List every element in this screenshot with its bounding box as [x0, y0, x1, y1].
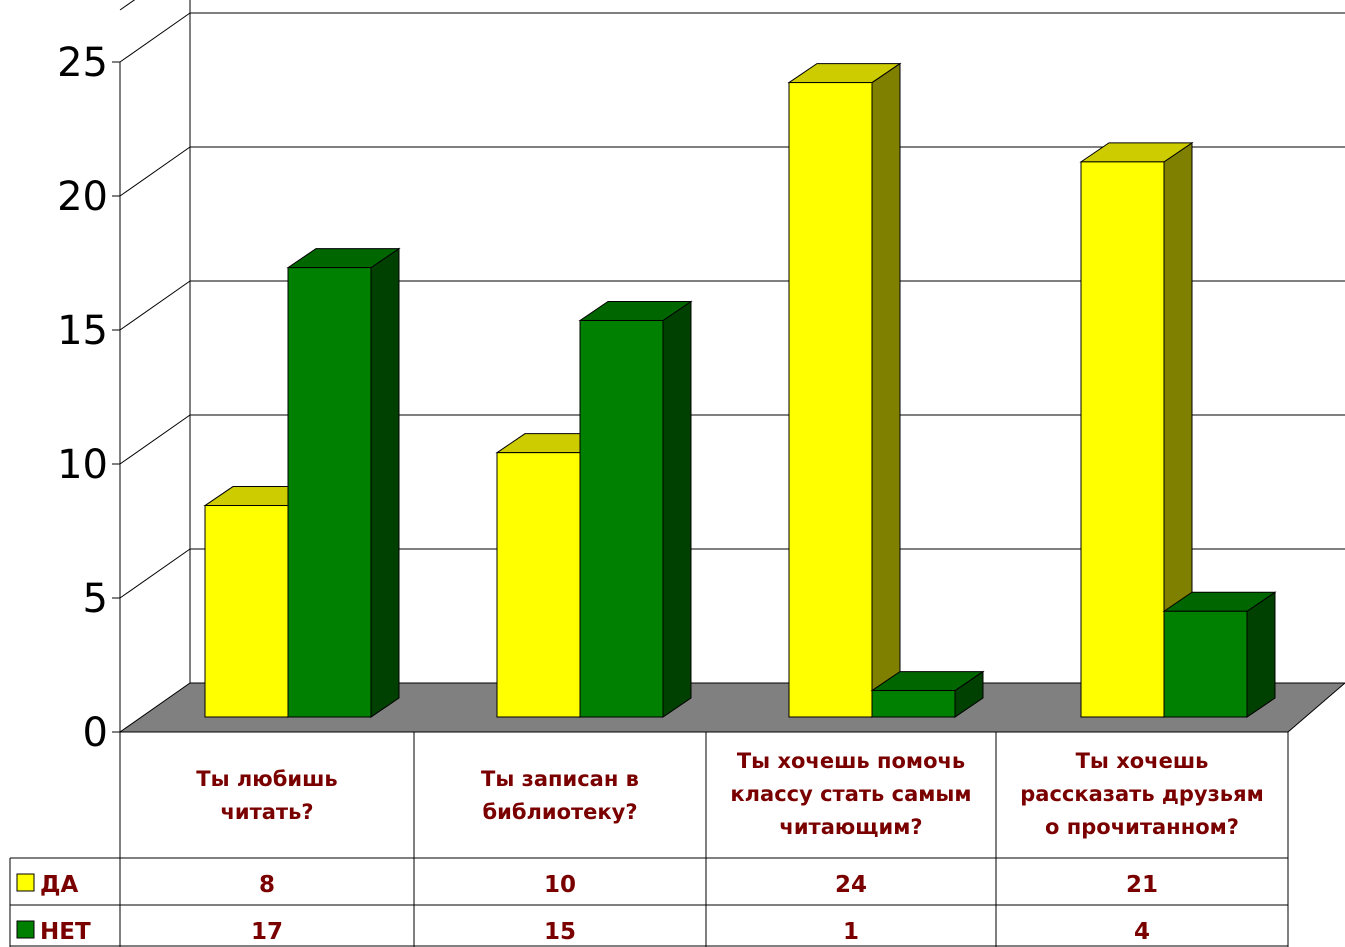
category-label: о прочитанном?	[1045, 815, 1239, 839]
bar-yes	[1079, 141, 1194, 718]
bar-front	[287, 267, 372, 718]
bar-front	[496, 452, 581, 718]
category-label: Ты записан в	[481, 767, 639, 791]
bar-side	[662, 300, 692, 718]
y-tick-label: 25	[57, 40, 108, 86]
legend-key-no	[16, 920, 35, 939]
bar-no	[578, 300, 693, 718]
bar-yes	[787, 62, 902, 718]
legend-label-no: НЕТ	[40, 919, 91, 945]
data-label: 10	[544, 872, 576, 898]
bar-front	[871, 690, 956, 718]
legend-label-yes: ДА	[40, 872, 78, 898]
bar-side	[1246, 591, 1276, 718]
y-tick-label: 20	[57, 174, 108, 220]
category-label: читающим?	[779, 815, 922, 839]
gridline-diagonal	[119, 0, 136, 11]
gridline-diagonal	[119, 414, 191, 465]
bar-front	[788, 82, 873, 718]
bar-front	[204, 505, 289, 718]
data-label: 15	[544, 919, 576, 945]
category-label: библиотеку?	[482, 800, 637, 824]
gridline-diagonal	[119, 12, 191, 63]
legend-key-yes	[16, 873, 35, 892]
bar-front	[579, 319, 664, 718]
category-label: Ты хочешь	[1076, 749, 1209, 773]
y-tick-label: 15	[57, 308, 108, 354]
bar-side	[370, 247, 400, 718]
data-table: Ты любишь читать? Ты записан в библиотеку? Т…	[9, 732, 1289, 947]
data-label: 17	[251, 919, 283, 945]
data-label: 24	[835, 872, 867, 898]
bar-front	[1163, 610, 1248, 718]
category-label: Ты хочешь помочь	[737, 749, 965, 773]
y-axis-ticks: 0 5 10 15 20 25	[57, 40, 120, 756]
floor-plane	[118, 682, 1345, 733]
category-label: Ты любишь	[196, 767, 337, 791]
data-label: 1	[843, 919, 859, 945]
y-tick-label: 10	[57, 442, 108, 488]
bar-no	[1162, 591, 1277, 718]
category-label: читать?	[220, 800, 313, 824]
bar-no	[286, 247, 401, 718]
y-tick-label: 0	[83, 710, 108, 756]
bar-front	[1080, 161, 1165, 718]
bars	[203, 62, 1277, 718]
chart-floor	[118, 62, 1345, 733]
gridline-diagonal	[119, 146, 191, 197]
bar-no	[870, 670, 985, 718]
data-label: 8	[259, 872, 275, 898]
gridline-diagonal	[119, 548, 191, 599]
category-label: классу стать самым	[730, 782, 971, 806]
category-label: рассказать друзьям	[1020, 782, 1263, 806]
data-label: 4	[1134, 919, 1150, 945]
bar-side	[871, 62, 901, 718]
gridline-diagonal	[119, 280, 191, 331]
y-tick-label: 5	[83, 576, 108, 622]
data-label: 21	[1126, 872, 1158, 898]
